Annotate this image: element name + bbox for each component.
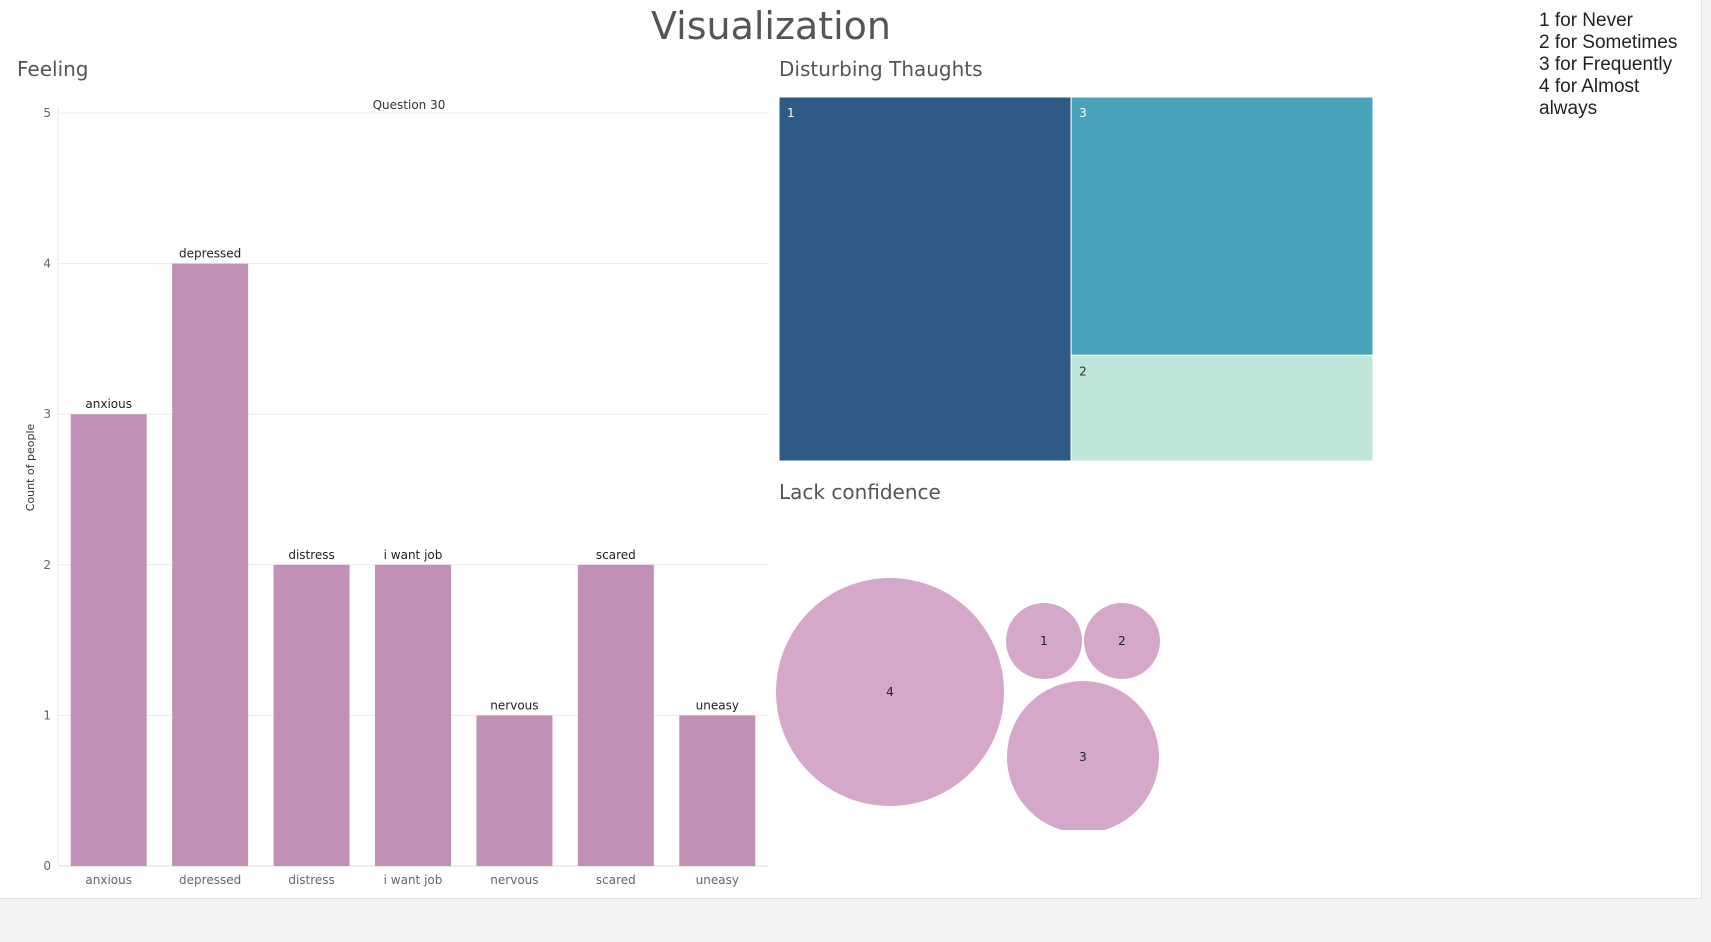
bar-data-label: distress [288,548,334,562]
bar-data-label: anxious [85,397,132,411]
bar-data-label: scared [596,548,636,562]
bar-data-label: uneasy [696,698,739,712]
feeling-bar-chart: Question 30 Count of people 0 1 2 3 4 5 anxious a… [24,98,768,887]
treemap-cell-label: 2 [1079,364,1087,378]
x-tick-label: i want job [384,873,443,887]
treemap-cell [1070,354,1373,461]
bubble-label: 4 [886,685,894,699]
lack-confidence-bubble-chart: 4 1 2 3 [776,578,1160,830]
bar [273,564,350,866]
disturbing-treemap: 1 3 2 [779,97,1373,461]
bar [476,715,553,866]
bubble [1006,603,1082,679]
x-tick-label: uneasy [696,873,739,887]
bar [70,414,147,866]
bubble-label: 3 [1079,750,1087,764]
x-tick-label: anxious [85,873,132,887]
y-tick-label: 1 [43,708,51,722]
dashboard: Visualization Feeling Disturbing Thaught… [0,0,1702,899]
treemap-cell [1070,97,1373,356]
dashboard-title: Visualization [650,4,892,48]
bubble-label: 2 [1118,634,1126,648]
bar [577,564,654,866]
disturbing-sheet-title: Disturbing Thaughts [779,57,983,81]
bubble [1007,681,1159,830]
rating-legend-note: 1 for Never 2 for Sometimes 3 for Freque… [1539,10,1699,120]
y-tick-label: 0 [43,859,51,873]
y-tick-label: 2 [43,558,51,572]
legend-line-1: 1 for Never [1539,10,1633,31]
treemap-cell-label: 3 [1079,106,1087,120]
feeling-sheet-title: Feeling [17,57,89,81]
legend-line-5: always [1539,98,1598,119]
lack-confidence-sheet-title: Lack confidence [779,480,941,504]
bar-data-label: i want job [384,548,443,562]
x-tick-label: distress [288,873,334,887]
chart-title: Question 30 [373,98,446,112]
x-tick-label: scared [596,873,636,887]
bubble [776,578,1004,806]
y-tick-label: 3 [43,407,51,421]
bar-data-label: depressed [179,247,241,261]
x-tick-label: nervous [490,873,538,887]
y-tick-label: 4 [43,257,51,271]
bubble [1084,603,1160,679]
bar [375,564,451,866]
treemap-cell-label: 1 [787,106,795,120]
x-tick-label: depressed [179,873,241,887]
treemap-cell [779,97,1072,461]
y-tick-label: 5 [43,106,51,120]
bar [172,263,249,867]
bubble-label: 1 [1040,634,1048,648]
legend-line-2: 2 for Sometimes [1539,32,1678,53]
bar-data-label: nervous [490,698,538,712]
legend-line-4: 4 for Almost [1539,76,1640,97]
bar [679,715,756,866]
y-axis-label: Count of people [24,424,37,512]
legend-line-3: 3 for Frequently [1539,54,1673,75]
